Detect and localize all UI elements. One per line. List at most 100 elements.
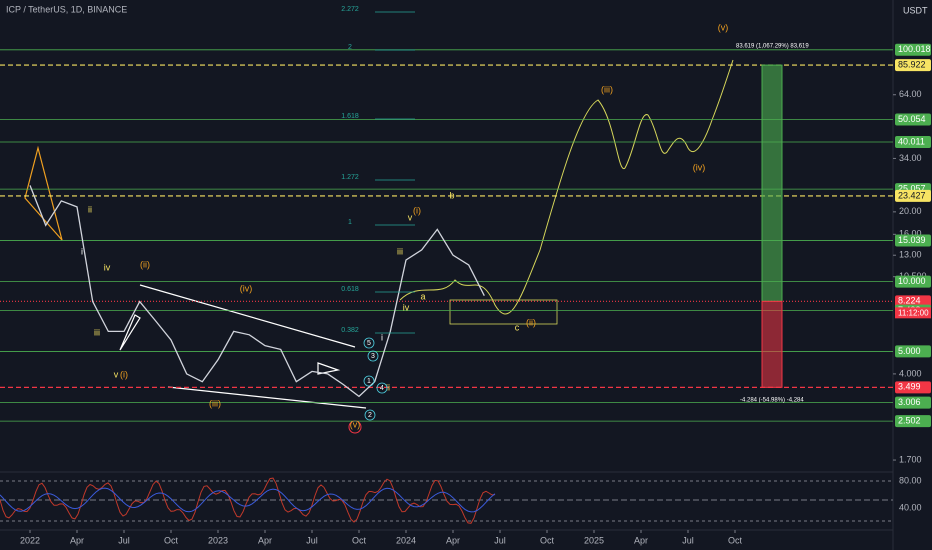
wave-label: (iv) <box>693 162 706 172</box>
price-label: 85.922 <box>898 59 926 69</box>
price-label: 5.000 <box>898 346 921 356</box>
wave-circle <box>376 382 388 394</box>
price-label-box <box>895 59 931 72</box>
wave-label: a <box>420 291 425 301</box>
wave-label: (i) <box>413 205 421 215</box>
price-label: 10.000 <box>898 276 926 286</box>
measurement: -4.284 (-54.98%) -4,284 <box>740 398 804 404</box>
x-tick-label: Apr <box>446 535 460 545</box>
chart-symbol: ICP / TetherUS, 1D, BINANCE <box>6 4 127 14</box>
wave-label: (i) <box>120 369 128 379</box>
price-label-box <box>895 345 931 358</box>
x-tick-label: Jul <box>494 535 506 545</box>
measurement: 83.619 (1,067.29%) 83,619 <box>736 44 809 50</box>
x-tick-label: Oct <box>164 535 179 545</box>
x-tick-label: Jul <box>118 535 130 545</box>
price-label-box <box>895 295 931 308</box>
x-tick-label: 2022 <box>20 535 40 545</box>
wave-label: 1 <box>367 378 371 385</box>
wave-label: i <box>381 332 383 342</box>
fib-label: 2 <box>348 44 352 51</box>
fib-label: 0.382 <box>341 327 359 334</box>
fib-label: 0.618 <box>341 286 359 293</box>
wave-label: (iii) <box>209 398 221 408</box>
wave-label: (iii) <box>601 84 613 94</box>
wave-label: v <box>408 212 413 222</box>
price-label-box <box>895 275 931 288</box>
countdown: 11:12:00 <box>898 308 929 317</box>
price-label-box <box>895 396 931 409</box>
price-label: 100.018 <box>898 44 931 54</box>
x-tick-label: Apr <box>634 535 648 545</box>
x-tick-label: Apr <box>70 535 84 545</box>
profit-zone <box>761 64 783 302</box>
price-label: 15.039 <box>898 235 926 245</box>
price-label: 50.054 <box>898 114 926 124</box>
wave-label: (v) <box>350 419 361 429</box>
price-label: 40.011 <box>898 136 925 146</box>
rsi-line <box>0 477 496 524</box>
wave-label: 5 <box>367 340 371 347</box>
rsi-tick-label: 80.00 <box>899 475 922 485</box>
wave-label: (ii) <box>526 317 536 327</box>
fib-label: 1 <box>348 219 352 226</box>
y-tick-label: 13.00 <box>899 250 922 260</box>
x-tick-label: 2024 <box>396 535 416 545</box>
fib-label: 1.272 <box>341 174 359 181</box>
wave-circle <box>364 409 376 421</box>
wave-label: c <box>515 322 520 332</box>
x-tick-label: 2025 <box>584 535 604 545</box>
wave-label: iv <box>403 302 410 312</box>
wave-circle <box>367 350 379 362</box>
price-label-box <box>895 113 931 126</box>
price-label-box <box>895 43 931 56</box>
wave-label: (iv) <box>240 283 253 293</box>
y-tick-label: 1.700 <box>899 454 922 464</box>
y-tick-label: 64.00 <box>899 89 922 99</box>
price-label: 23.427 <box>898 190 926 200</box>
wave-label: 3 <box>371 353 375 360</box>
y-tick-label: 20.00 <box>899 206 922 216</box>
wave-label: i <box>81 246 83 256</box>
wave-circle <box>363 375 375 387</box>
trendlines <box>119 284 367 409</box>
wave-label: b <box>449 190 454 200</box>
fib-label: 1.618 <box>341 113 359 120</box>
wave-label: ii <box>88 204 92 214</box>
price-label-box <box>895 136 931 149</box>
wave-label: 2 <box>368 412 372 419</box>
price-line <box>29 185 485 398</box>
rsi-tick-label: 40.00 <box>899 502 922 512</box>
wave-label: (ii) <box>140 259 150 269</box>
wave-label: (v) <box>718 22 729 32</box>
wave-label: iii <box>397 246 403 256</box>
price-label-box <box>895 189 931 202</box>
y-tick-label: 34.00 <box>899 153 922 163</box>
wave-label: ii <box>386 382 390 392</box>
x-tick-label: Jul <box>306 535 318 545</box>
x-tick-label: Apr <box>258 535 272 545</box>
x-tick-label: Oct <box>540 535 555 545</box>
price-label: 8.224 <box>898 296 921 306</box>
price-label: 2.502 <box>898 416 921 426</box>
x-tick-label: 2023 <box>208 535 228 545</box>
wave-label: iii <box>94 327 100 337</box>
x-tick-label: Oct <box>352 535 367 545</box>
wave-label: 4 <box>380 385 384 392</box>
loss-zone <box>761 300 783 388</box>
rsi-ma <box>0 487 496 513</box>
fib-label: 2.272 <box>341 6 359 13</box>
x-tick-label: Oct <box>728 535 743 545</box>
price-label-box <box>895 415 931 428</box>
currency: USDT <box>903 5 928 15</box>
price-label: 25.057 <box>898 184 926 194</box>
wave-label: v <box>114 369 119 379</box>
countdown-box <box>895 307 931 319</box>
price-label-box <box>895 234 931 247</box>
price-label: 3.499 <box>898 382 921 392</box>
price-label: 3.006 <box>898 397 921 407</box>
x-tick-label: Jul <box>682 535 694 545</box>
wave-circle <box>363 337 375 349</box>
y-tick-label: 16.00 <box>899 229 922 239</box>
